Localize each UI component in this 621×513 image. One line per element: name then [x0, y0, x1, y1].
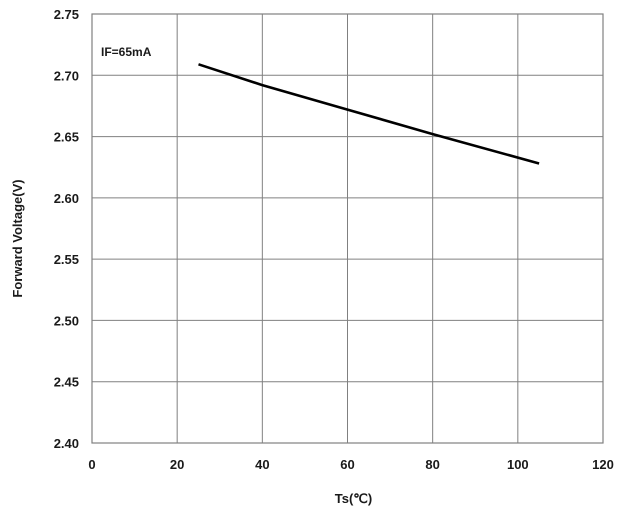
annotation-if: IF=65mA	[101, 45, 152, 59]
x-tick-labels: 0 20 40 60 80 100 120	[88, 457, 613, 472]
y-tick-labels: 2.40 2.45 2.50 2.55 2.60 2.65 2.70 2.75	[54, 7, 79, 451]
y-axis-label: Forward Voltage(V)	[10, 179, 25, 297]
x-tick-label: 40	[255, 457, 269, 472]
y-tick-label: 2.70	[54, 68, 79, 83]
y-tick-label: 2.75	[54, 7, 79, 22]
y-tick-label: 2.60	[54, 191, 79, 206]
y-tick-label: 2.50	[54, 313, 79, 328]
x-tick-label: 20	[170, 457, 184, 472]
x-tick-label: 0	[88, 457, 95, 472]
grid	[91, 13, 604, 444]
x-tick-label: 120	[592, 457, 614, 472]
y-tick-label: 2.40	[54, 436, 79, 451]
y-tick-label: 2.65	[54, 130, 79, 145]
y-tick-label: 2.45	[54, 375, 79, 390]
series-line	[198, 63, 540, 165]
x-tick-label: 100	[507, 457, 529, 472]
plot-frame	[91, 13, 604, 444]
x-axis-label: Ts(℃)	[335, 491, 372, 506]
x-tick-label: 60	[340, 457, 354, 472]
y-tick-label: 2.55	[54, 252, 79, 267]
x-tick-label: 80	[425, 457, 439, 472]
